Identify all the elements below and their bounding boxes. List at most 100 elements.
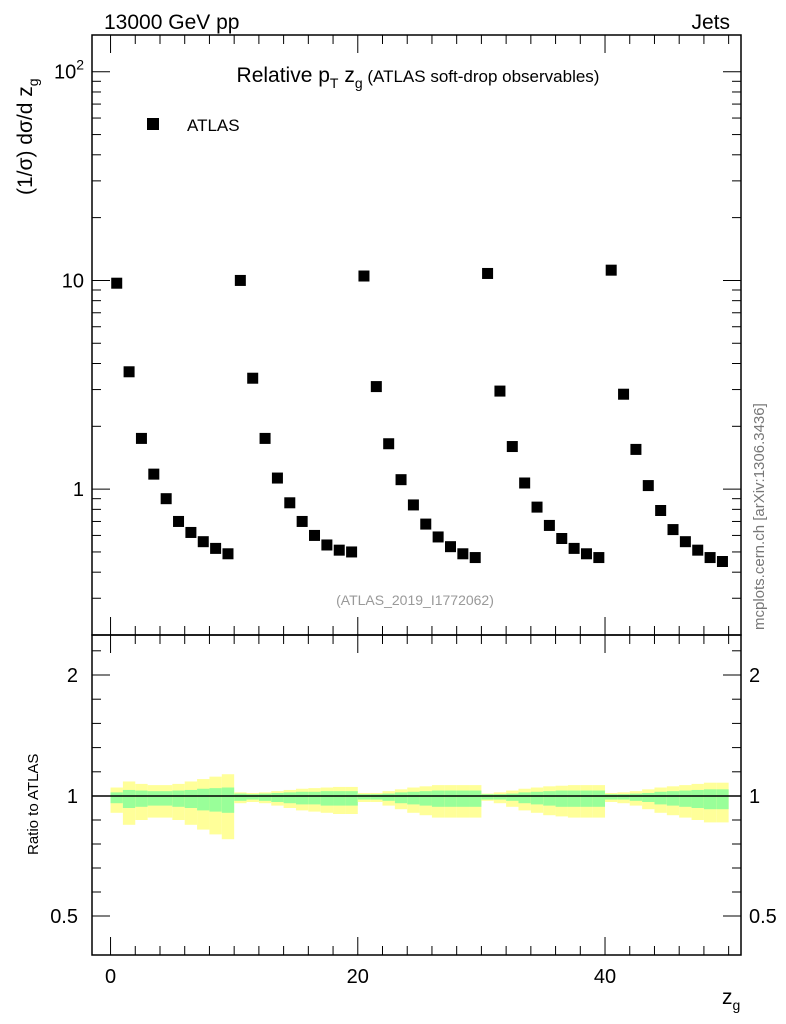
ratio-inner-band xyxy=(642,792,655,802)
data-point xyxy=(469,552,481,564)
ratio-inner-band xyxy=(493,794,507,800)
ratio-inner-band xyxy=(431,790,445,807)
main-y-tick-label: 102 xyxy=(54,57,84,84)
data-point xyxy=(210,542,222,554)
data-point xyxy=(506,441,518,453)
ratio-inner-band xyxy=(382,793,395,801)
ratio-inner-band xyxy=(419,791,432,806)
ratio-inner-band xyxy=(506,793,519,801)
ratio-inner-band xyxy=(209,788,222,812)
ratio-inner-band xyxy=(679,790,692,807)
ratio-inner-band xyxy=(444,790,457,807)
data-point xyxy=(655,504,667,516)
data-point xyxy=(346,546,358,558)
data-point xyxy=(519,477,531,489)
x-axis-label: zg xyxy=(722,986,740,1013)
ratio-inner-band xyxy=(320,791,334,806)
data-point xyxy=(333,544,345,556)
data-point xyxy=(420,518,432,530)
main-y-axis-label: (1/σ) dσ/d zg xyxy=(14,78,41,195)
header-left-label: 13000 GeV pp xyxy=(104,11,239,34)
ratio-inner-band xyxy=(469,790,482,807)
ylabel-sub: g xyxy=(25,78,41,86)
data-point xyxy=(679,536,691,548)
ratio-inner-band xyxy=(172,790,185,807)
data-point xyxy=(358,270,370,282)
ratio-y-tick-label-right: 2 xyxy=(749,665,760,687)
data-point xyxy=(667,524,679,536)
main-y-tick-label: 1 xyxy=(73,479,84,501)
ratio-inner-band xyxy=(592,790,606,807)
data-point xyxy=(704,552,716,564)
ratio-y-axis-label: Ratio to ATLAS xyxy=(25,754,42,855)
ratio-inner-band xyxy=(333,791,346,806)
ratio-inner-band xyxy=(122,789,136,808)
ratio-inner-band xyxy=(543,791,556,806)
data-point xyxy=(321,539,333,551)
x-tick-label: 20 xyxy=(347,966,369,988)
title-sub1: T xyxy=(330,75,339,91)
ratio-inner-band xyxy=(246,794,259,800)
data-point xyxy=(531,501,543,513)
ratio-inner-band xyxy=(221,787,235,813)
ratio-inner-band xyxy=(234,793,247,801)
main-y-tick-label: 10 xyxy=(62,270,84,292)
ratio-inner-band xyxy=(271,792,284,802)
ratio-inner-band xyxy=(159,791,173,806)
xlabel-main: z xyxy=(722,986,733,1009)
ratio-inner-band xyxy=(308,791,321,805)
data-point xyxy=(370,381,382,393)
ratio-inner-band xyxy=(147,791,160,806)
header-right-label: Jets xyxy=(691,11,730,34)
ratio-inner-band xyxy=(456,790,470,807)
data-markers xyxy=(111,264,728,568)
data-point xyxy=(271,472,283,484)
data-point xyxy=(160,493,172,505)
data-point xyxy=(148,468,160,480)
data-point xyxy=(716,556,728,568)
ratio-inner-band xyxy=(258,793,272,801)
data-point xyxy=(432,531,444,543)
data-point xyxy=(407,499,419,511)
data-point xyxy=(135,432,147,444)
ratio-bands xyxy=(110,774,729,840)
xlabel-sub: g xyxy=(733,997,741,1013)
main-title: Relative pT zg (ATLAS soft-drop observab… xyxy=(237,64,600,91)
ratio-inner-band xyxy=(370,794,383,800)
tick-labels: 1 10 102 0 20 40 0.5 0.5 1 1 2 2 xyxy=(50,57,777,988)
data-point xyxy=(457,548,469,560)
data-point xyxy=(692,544,704,556)
ratio-inner-band xyxy=(357,794,371,800)
data-point xyxy=(259,432,271,444)
data-point xyxy=(630,443,642,455)
ratio-inner-band xyxy=(654,791,667,805)
data-point xyxy=(605,264,617,276)
x-tick-label: 40 xyxy=(594,966,616,988)
data-point xyxy=(234,274,246,286)
ratio-inner-band xyxy=(518,792,531,804)
ratio-inner-band xyxy=(716,789,729,810)
title-tail: (ATLAS soft-drop observables) xyxy=(363,67,600,86)
ratio-y-tick-label: 1 xyxy=(67,786,78,808)
data-point xyxy=(556,533,568,545)
ratio-inner-band xyxy=(295,791,309,805)
ratio-panel-frame xyxy=(91,634,742,956)
ratio-y-tick-label-right: 1 xyxy=(749,786,760,808)
data-point xyxy=(395,474,407,486)
analysis-annotation: (ATLAS_2019_I1772062) xyxy=(336,592,494,608)
data-point xyxy=(111,277,123,289)
data-point xyxy=(482,267,494,279)
ratio-inner-band xyxy=(666,791,680,806)
data-point xyxy=(197,536,209,548)
data-point xyxy=(642,480,654,492)
data-point xyxy=(185,526,197,538)
data-point xyxy=(222,548,234,560)
ratio-inner-band xyxy=(691,789,704,808)
ratio-inner-band xyxy=(567,790,581,807)
ratio-inner-band xyxy=(184,789,198,808)
ratio-y-tick-label-right: 0.5 xyxy=(749,906,777,928)
mcplots-credit: mcplots.cern.ch [arXiv:1306.3436] xyxy=(751,403,768,630)
data-point xyxy=(444,541,456,553)
ratio-inner-band xyxy=(110,792,123,804)
